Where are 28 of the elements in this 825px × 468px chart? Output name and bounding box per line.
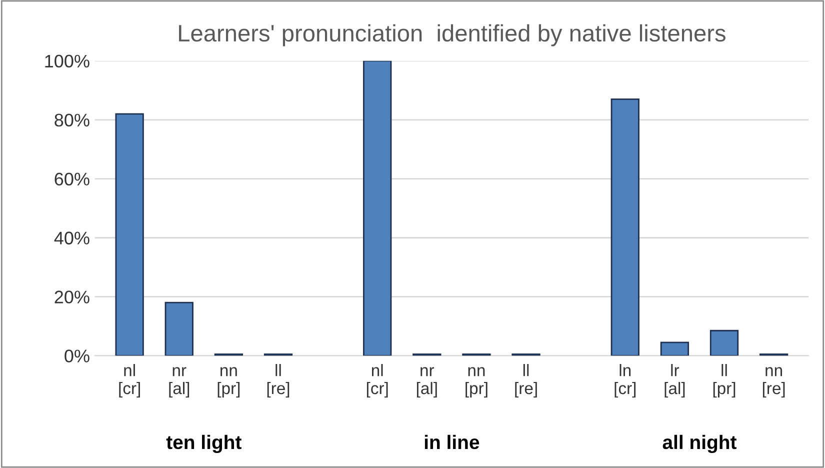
x-tick-label: lr [al] — [664, 364, 685, 398]
bar — [610, 98, 640, 356]
bar — [660, 342, 690, 356]
x-tick-label: nr [al] — [169, 367, 190, 398]
x-tick-label: nn [pr] — [218, 367, 240, 398]
x-tick-label: ll [pr] — [713, 364, 736, 398]
text: ten light — [166, 434, 242, 454]
x-tick-label: nr [al] — [416, 367, 437, 398]
bar — [710, 330, 739, 356]
bar — [363, 60, 392, 356]
x-tick-label: nl [cr] — [366, 364, 388, 398]
x-tick-label: ll [re] — [267, 364, 290, 398]
chart-title: Learners' pronunciation identified by native listeners — [179, 24, 726, 46]
x-tick-label: nn [pr] — [466, 367, 488, 398]
text: all night — [662, 434, 737, 454]
text: in line — [424, 434, 480, 450]
bar — [115, 113, 144, 356]
y-tick-label: 20% — [54, 290, 90, 304]
y-tick-label: 60% — [54, 172, 90, 186]
x-tick-label: ln [cr] — [614, 364, 636, 398]
bar — [164, 302, 194, 356]
y-tick-label: 40% — [54, 232, 90, 244]
x-tick-label: nl [cr] — [119, 364, 140, 398]
y-tick-label: 0% — [64, 350, 90, 362]
x-tick-label: nn [re] — [762, 367, 785, 398]
y-tick-label: 100% — [45, 54, 90, 68]
y-tick-label: 80% — [54, 114, 90, 127]
x-tick-label: ll [re] — [515, 364, 537, 398]
